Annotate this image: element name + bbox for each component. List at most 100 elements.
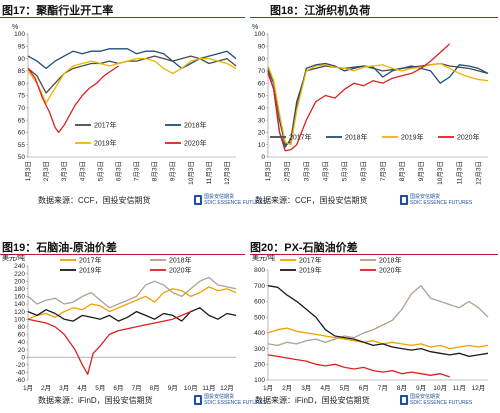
- y-tick-label: 700: [254, 283, 265, 290]
- y-tick-label: 40: [18, 339, 26, 346]
- logo: 国投安信期货 SDIC ESSENCE FUTURES: [400, 194, 472, 206]
- x-tick-label: 11月: [202, 384, 215, 392]
- logo: 国投安信期货 SDIC ESSENCE FUTURES: [400, 394, 472, 406]
- x-tick-label: 9月: [168, 384, 178, 392]
- series-line: [267, 354, 450, 378]
- x-tick-label: 2月3日: [283, 161, 291, 181]
- x-tick-label: 12月3日: [474, 161, 482, 185]
- logo-icon: [194, 195, 202, 205]
- y-tick-label: 160: [14, 294, 25, 301]
- x-tick-label: 7月3日: [379, 161, 387, 181]
- y-tick-label: 70: [258, 68, 266, 75]
- y-tick-label: 60: [18, 332, 26, 339]
- x-tick-label: 9月3日: [417, 161, 425, 181]
- chart-title: 图19：石脑油-原油价差: [2, 242, 117, 254]
- x-tick-label: 10月3日: [436, 161, 444, 185]
- x-tick-label: 10月: [184, 384, 198, 392]
- logo-en: SDIC ESSENCE FUTURES: [204, 400, 267, 406]
- y-tick-label: 0: [21, 354, 25, 361]
- chart-title: 图17：聚酯行业开工率: [2, 5, 114, 17]
- x-tick-label: 4月: [77, 384, 87, 392]
- x-tick-label: 12月: [472, 384, 486, 392]
- y-tick-label: 800: [254, 267, 265, 274]
- logo-icon: [194, 395, 202, 405]
- legend-label: 2017年: [299, 256, 322, 265]
- x-tick-label: 4月3日: [78, 161, 86, 181]
- x-tick-label: 4月3日: [321, 161, 329, 181]
- logo-cn: 国投安信期货: [204, 194, 235, 200]
- title-rule: [250, 17, 498, 18]
- y-tick-label: 10: [258, 142, 266, 149]
- title-rule: [0, 17, 245, 18]
- legend-label: 2018年: [379, 256, 402, 265]
- y-tick-label: 300: [254, 346, 265, 353]
- y-tick-label: 180: [14, 286, 25, 293]
- axis-unit-label: %: [12, 24, 18, 31]
- x-tick-label: 10月: [433, 384, 447, 392]
- y-tick-label: 140: [14, 301, 25, 308]
- logo: 国投安信期货 SDIC ESSENCE FUTURES: [194, 394, 266, 406]
- x-tick-label: 5月: [95, 384, 105, 392]
- x-tick-label: 12月3日: [223, 161, 231, 185]
- x-tick-label: 6月3日: [114, 161, 122, 181]
- chart-panel-3: 图19：石脑油-原油价差 美元/吨 -60 -40 -20 0 20 40 60 80 100 12…: [0, 232, 266, 413]
- legend-label: 2018年: [345, 133, 368, 142]
- y-tick-label: 50: [258, 93, 266, 100]
- y-tick-label: 240: [14, 263, 25, 270]
- y-tick-label: 55: [18, 142, 26, 149]
- series-line: [27, 65, 119, 134]
- series-line: [267, 285, 489, 358]
- series-line: [267, 43, 451, 152]
- x-tick-label: 3月3日: [60, 161, 68, 181]
- x-tick-label: 12月: [220, 384, 234, 392]
- x-tick-label: 7月: [378, 384, 388, 392]
- chart-svg: % 0 10 20 30 40 50 60 70 80 90 100 1月3日 2月3日 3月3日 4月3日 5…: [252, 24, 489, 185]
- legend-label: 2019年: [79, 266, 102, 275]
- y-tick-label: 85: [18, 68, 26, 75]
- x-tick-label: 8月: [150, 384, 160, 392]
- chart-title: 图18：江浙织机负荷: [270, 5, 371, 17]
- x-tick-label: 6月: [113, 384, 123, 392]
- y-tick-label: -40: [16, 370, 26, 377]
- y-tick-label: 500: [254, 314, 265, 321]
- y-tick-label: 100: [14, 316, 25, 323]
- series-line: [27, 307, 237, 322]
- axis-unit-label: 美元/吨: [252, 253, 275, 262]
- chart-svg: 美元/吨 -60-40-20020406080100120140160180200…: [2, 253, 237, 392]
- series-line: [267, 62, 489, 146]
- logo-cn: 国投安信期货: [410, 194, 441, 200]
- y-tick-label: 20: [258, 130, 266, 137]
- y-tick-label: 70: [18, 105, 26, 112]
- axis-unit-label: %: [252, 24, 258, 31]
- series-line: [27, 311, 192, 375]
- legend-label: 2019年: [299, 266, 322, 275]
- x-tick-label: 4月: [320, 384, 330, 392]
- series-line: [267, 327, 489, 350]
- chart-source: 数据来源：iFinD，国投安信期货: [255, 396, 370, 405]
- x-tick-label: 8月3日: [398, 161, 406, 181]
- x-tick-label: 5月3日: [341, 161, 349, 181]
- logo-en: SDIC ESSENCE FUTURES: [410, 200, 473, 206]
- series-line: [27, 57, 237, 104]
- legend-label: 2017年: [94, 121, 117, 130]
- y-tick-label: 50: [18, 154, 26, 161]
- axis-unit-label: 美元/吨: [2, 253, 25, 262]
- y-tick-label: 90: [258, 44, 266, 51]
- x-tick-label: 1月3日: [264, 161, 272, 181]
- logo-en: SDIC ESSENCE FUTURES: [204, 200, 267, 206]
- logo-en: SDIC ESSENCE FUTURES: [410, 400, 473, 406]
- y-tick-label: -60: [16, 377, 26, 384]
- legend-label: 2020年: [379, 266, 402, 275]
- y-tick-label: 100: [14, 31, 25, 38]
- x-tick-label: 3月3日: [302, 161, 310, 181]
- x-tick-label: 3月: [301, 384, 311, 392]
- chart-svg: % 50 55 60 65 70 75 80 85 90 95 100 1月3日 2月3日 3月3日 4月3日…: [12, 24, 237, 185]
- y-tick-label: 65: [18, 117, 26, 124]
- x-tick-label: 1月3日: [24, 161, 32, 181]
- legend-label: 2018年: [169, 256, 192, 265]
- legend-label: 2019年: [401, 133, 424, 142]
- series-line: [27, 276, 237, 309]
- chart-panel-4: 图20：PX-石脑油价差 美元/吨 100 200 300 400 500 600 700 80…: [250, 232, 500, 413]
- chart-source: 数据来源：CCF，国投安信期货: [38, 196, 151, 205]
- x-tick-label: 5月3日: [96, 161, 104, 181]
